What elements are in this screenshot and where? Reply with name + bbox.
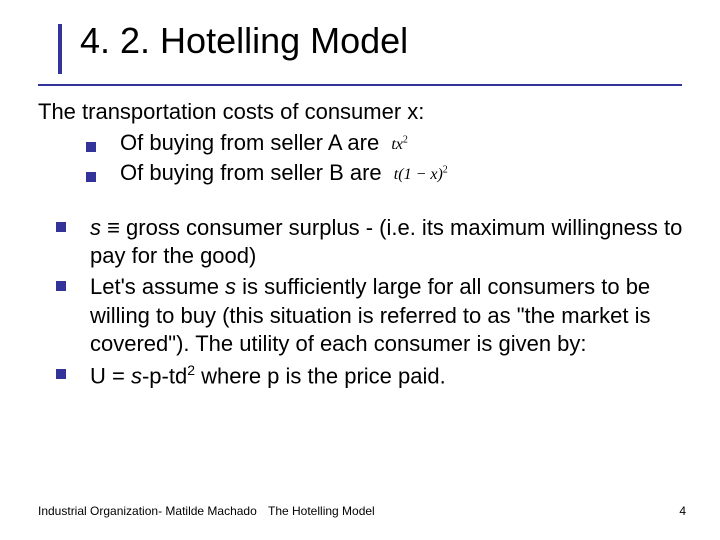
footer: Industrial Organization- Matilde Machado…	[38, 504, 686, 518]
footer-author: Industrial Organization- Matilde Machado	[38, 504, 257, 518]
square-bullet-icon	[86, 172, 96, 182]
square-bullet-icon	[86, 142, 96, 152]
square-bullet-icon	[56, 222, 66, 232]
intro-text: The transportation costs of consumer x:	[38, 98, 686, 127]
formula: t(1 − x)2	[394, 166, 448, 183]
title-accent-bar	[58, 24, 62, 74]
bullet-row: U = s-p-td2 where p is the price paid.	[38, 361, 686, 391]
bullet-text: Let's assume s is sufficiently large for…	[90, 273, 686, 359]
formula: tx2	[391, 136, 408, 153]
slide: 4. 2. Hotelling Model The transportation…	[0, 0, 720, 540]
bullet-row: Let's assume s is sufficiently large for…	[38, 273, 686, 359]
title-underline	[38, 84, 682, 86]
bullet-text: s ≡ gross consumer surplus - (i.e. its m…	[90, 214, 686, 271]
bullet-row: Of buying from seller B are t(1 − x)2	[38, 159, 686, 188]
bullet-text: Of buying from seller A are tx2	[120, 129, 686, 158]
bullet-text: Of buying from seller B are t(1 − x)2	[120, 159, 686, 188]
square-bullet-icon	[56, 281, 66, 291]
square-bullet-icon	[56, 369, 66, 379]
bullet-row: Of buying from seller A are tx2	[38, 129, 686, 158]
content-area: The transportation costs of consumer x: …	[38, 98, 686, 391]
bullet-text: U = s-p-td2 where p is the price paid.	[90, 361, 686, 391]
bullet-row: s ≡ gross consumer surplus - (i.e. its m…	[38, 214, 686, 271]
footer-subtitle: The Hotelling Model	[268, 504, 375, 518]
page-number: 4	[679, 504, 686, 518]
page-title: 4. 2. Hotelling Model	[80, 20, 408, 62]
